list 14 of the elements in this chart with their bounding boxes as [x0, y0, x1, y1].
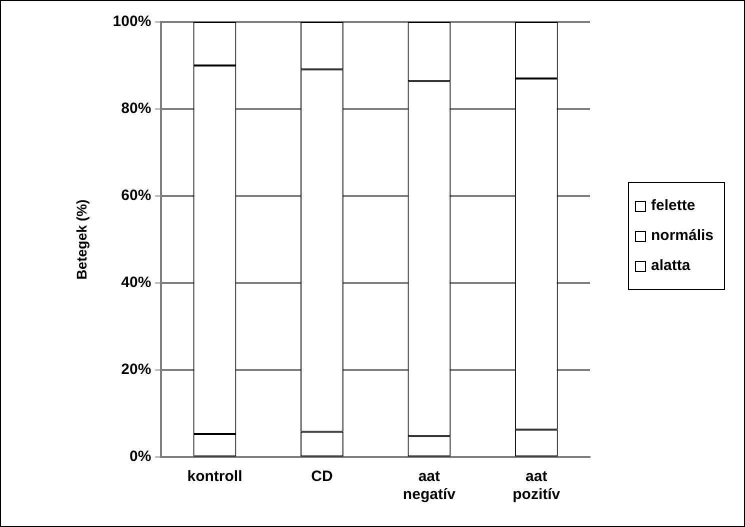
x-tick-label: aat pozitív: [512, 468, 561, 504]
x-tick-label: aat negatív: [402, 468, 456, 504]
text: normális: [651, 226, 714, 246]
y-tick-label: 60%: [121, 187, 152, 204]
text: alatta: [651, 256, 690, 276]
y-tick-label: 20%: [121, 361, 152, 378]
x-tick-label: CD: [311, 468, 333, 486]
y-tick-label: 40%: [121, 274, 152, 292]
x-tick-label: kontroll: [187, 468, 242, 486]
y-tick-label: 80%: [121, 100, 152, 118]
y-tick-label: 100%: [112, 13, 152, 30]
text: felette: [651, 196, 696, 216]
y-tick-label: 0%: [129, 448, 152, 466]
y-axis-title: Betegek (%): [73, 199, 90, 280]
